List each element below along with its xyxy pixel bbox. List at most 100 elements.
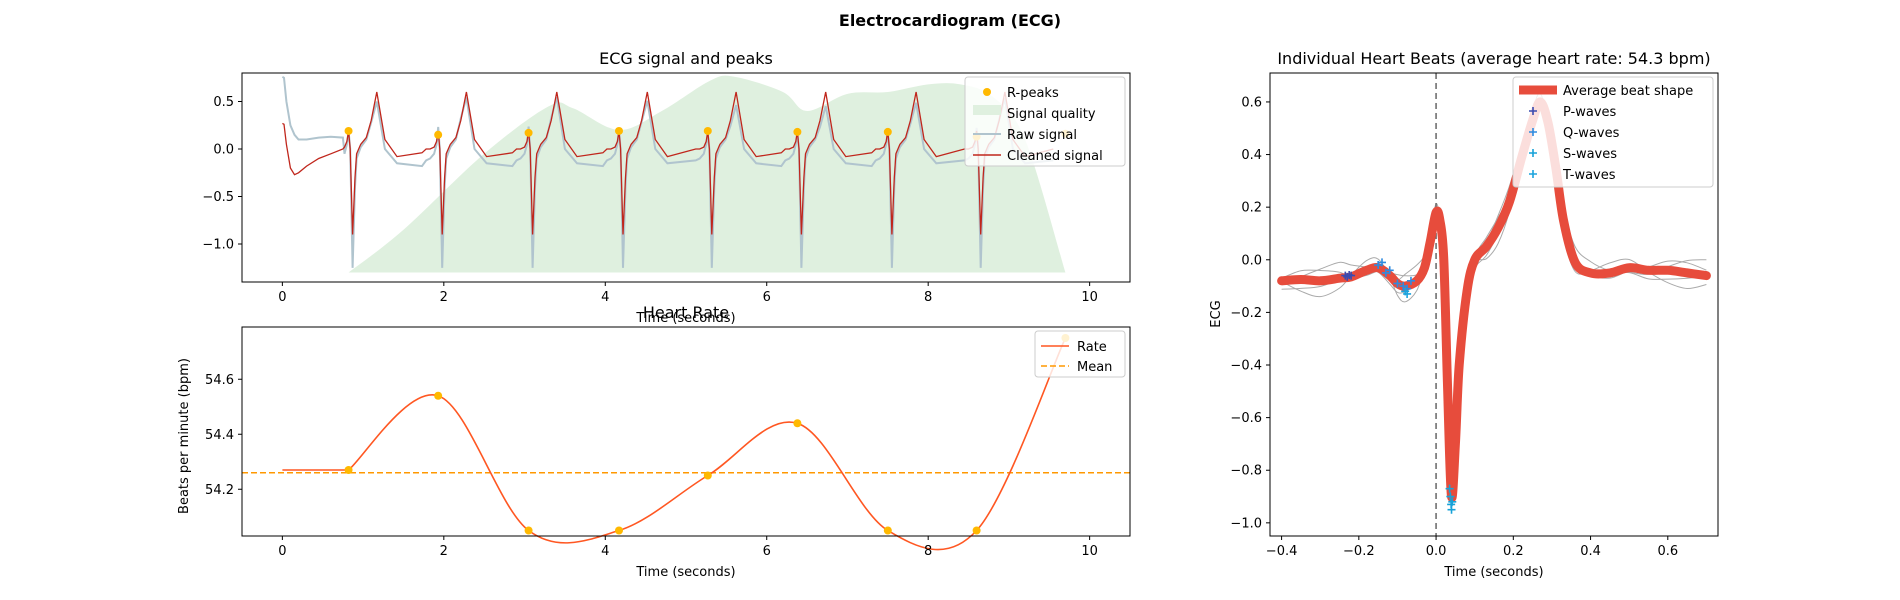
beats-ytick-label: −1.0 <box>1230 516 1262 531</box>
signal-quality-band <box>348 75 1066 273</box>
hr-title: Heart Rate <box>643 303 729 322</box>
beats-axes: −0.4 −0.2 0.0 0.2 0.4 0.6 −1.0 −0.8 −0.6 −0.4 −0.2… <box>1230 72 1719 559</box>
q-wave-marker <box>1378 258 1386 267</box>
beats-xtick-label: −0.2 <box>1343 544 1375 559</box>
hr-axes: 0 2 4 6 8 10 54.2 54.4 54.6 <box>205 326 1131 559</box>
ecg-panel: ECG signal and peaks 0 2 4 6 8 10−1.0−0.50.00… <box>202 49 1131 326</box>
beats-ylabel: ECG <box>1209 300 1224 327</box>
ecg-ytick-label: −0.5 <box>202 190 234 205</box>
average-beat-line <box>1277 97 1711 503</box>
s-wave-marker <box>1447 505 1456 514</box>
hr-ylabel: Beats per minute (bpm) <box>177 358 192 514</box>
legend-quality-swatch <box>973 105 1001 115</box>
ecg-legend: R-peaks Signal quality Raw signal Cleaned s… <box>964 76 1126 167</box>
hr-rate-line <box>348 337 1067 551</box>
hr-xtick-label: 2 <box>440 544 448 559</box>
beats-ytick-label: 0.0 <box>1241 253 1262 268</box>
hr-lines <box>242 337 1130 551</box>
beats-xlabel: Time (seconds) <box>1443 565 1543 580</box>
r-peak-point <box>614 126 623 135</box>
legend-wave-marker <box>1529 128 1537 136</box>
hr-ytick-label: 54.2 <box>205 483 234 498</box>
ecg-xlabel: Time (seconds) <box>635 311 735 326</box>
ecg-ytick-label: −1.0 <box>202 238 234 253</box>
beats-legend-label: Q-waves <box>1563 126 1620 141</box>
r-peak-point <box>883 127 892 136</box>
hr-legend-label: Mean <box>1077 360 1112 375</box>
r-peak-point <box>793 127 802 136</box>
p-wave-marker <box>1347 271 1356 280</box>
hr-point <box>614 526 623 535</box>
ecg-axes: 0 2 4 6 8 10 −1.0 −0.5 0.0 0.5 <box>202 72 1131 305</box>
beats-ytick-label: 0.2 <box>1241 201 1262 216</box>
ecg-xtick-label: 4 <box>601 290 609 305</box>
ecg-legend-label: R-peaks <box>1007 86 1059 101</box>
ecg-xtick-label: 8 <box>924 290 932 305</box>
legend-wave-marker <box>1529 107 1537 115</box>
beats-legend-label: P-waves <box>1563 105 1617 120</box>
signal-quality-area <box>348 75 1066 273</box>
beats-xtick-label: 0.6 <box>1657 544 1678 559</box>
hr-point <box>883 526 892 535</box>
beats-lines <box>1277 73 1711 536</box>
s-wave-marker <box>1448 497 1457 506</box>
hr-points <box>344 334 1070 535</box>
beats-frame <box>1269 72 1719 537</box>
beats-ytick-label: 0.4 <box>1241 148 1262 163</box>
hr-xlabel: Time (seconds) <box>635 565 735 580</box>
figure-title: Electrocardiogram (ECG) <box>839 11 1061 30</box>
ecg-ytick-label: 0.0 <box>213 143 234 158</box>
r-peak-point <box>434 130 443 139</box>
ecg-legend-label: Cleaned signal <box>1007 149 1103 164</box>
ecg-lines <box>281 75 1054 268</box>
ecg-xtick-label: 6 <box>763 290 771 305</box>
hr-xtick-label: 6 <box>763 544 771 559</box>
hr-point <box>972 526 981 535</box>
ecg-legend-frame <box>964 76 1126 167</box>
hr-legend-label: Rate <box>1077 340 1107 355</box>
hr-ytick-label: 54.4 <box>205 428 234 443</box>
beats-xtick-label: 0.0 <box>1426 544 1447 559</box>
r-peak-point <box>524 128 533 137</box>
beats-xtick-label: −0.4 <box>1266 544 1298 559</box>
beats-legend-label: Average beat shape <box>1563 84 1693 99</box>
hr-ytick-label: 54.6 <box>205 373 234 388</box>
hr-point <box>793 419 802 428</box>
hr-xtick-label: 10 <box>1081 544 1098 559</box>
hr-frame <box>241 326 1131 537</box>
hr-legend-frame <box>1034 330 1126 378</box>
wave-markers <box>1341 258 1457 514</box>
ecg-xtick-label: 2 <box>440 290 448 305</box>
beats-panel: Individual Heart Beats (average heart ra… <box>1209 49 1719 580</box>
t-wave-marker <box>1403 289 1412 298</box>
ecg-title: ECG signal and peaks <box>599 49 773 68</box>
beats-legend: Average beat shape P-waves Q-waves S-waves T… <box>1512 76 1714 188</box>
beats-legend-label: T-waves <box>1562 168 1616 183</box>
hr-legend: Rate Mean <box>1034 330 1126 378</box>
hr-point <box>703 471 712 480</box>
beats-xtick-label: 0.2 <box>1503 544 1524 559</box>
beats-xtick-label: 0.4 <box>1580 544 1601 559</box>
q-wave-marker <box>1393 279 1402 288</box>
legend-r-peaks-marker <box>983 88 991 96</box>
ecg-frame <box>241 72 1131 283</box>
cleaned-signal-line <box>282 91 1054 235</box>
q-wave-marker <box>1385 266 1394 275</box>
beats-title: Individual Heart Beats (average heart ra… <box>1277 49 1710 68</box>
ecg-ytick-label: 0.5 <box>213 95 234 110</box>
r-peak-point <box>344 126 353 135</box>
beats-legend-label: S-waves <box>1563 147 1617 162</box>
hr-xtick-label: 8 <box>924 544 932 559</box>
beats-ytick-label: −0.2 <box>1230 306 1262 321</box>
legend-wave-marker <box>1529 170 1537 178</box>
ecg-legend-label: Raw signal <box>1007 128 1077 143</box>
beats-legend-frame <box>1512 76 1714 188</box>
beats-ytick-label: −0.8 <box>1230 464 1262 479</box>
hr-xtick-label: 4 <box>601 544 609 559</box>
hr-point <box>344 466 353 474</box>
ecg-xtick-label: 0 <box>278 290 286 305</box>
s-wave-marker <box>1446 492 1455 501</box>
ecg-xtick-label: 10 <box>1081 290 1098 305</box>
